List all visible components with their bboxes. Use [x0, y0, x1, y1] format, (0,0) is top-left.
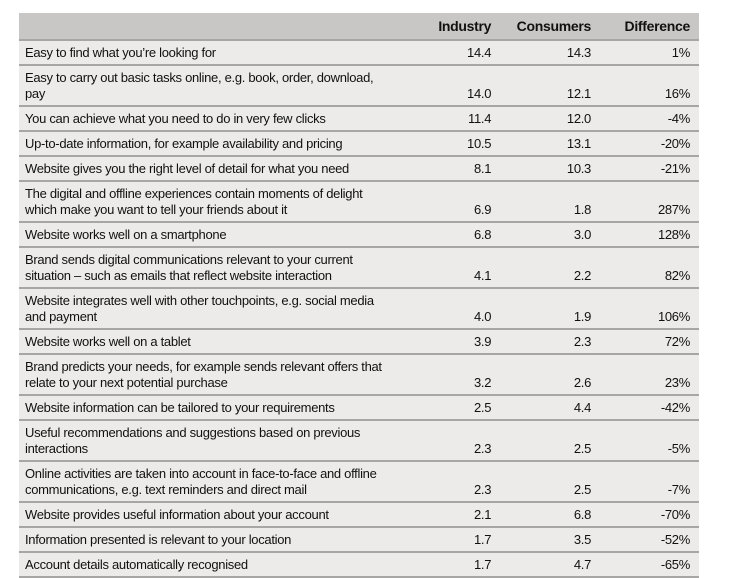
consumers-value: 1.9: [500, 287, 600, 329]
industry-value: 2.5: [404, 394, 501, 420]
difference-value: -65%: [600, 551, 699, 578]
industry-value: 6.9: [404, 180, 501, 222]
industry-value: 4.1: [404, 246, 501, 288]
difference-value: -20%: [600, 130, 699, 156]
consumers-value: 4.7: [500, 551, 600, 578]
header-difference: Difference: [600, 13, 699, 40]
table-row: Useful recommendations and suggestions b…: [19, 419, 699, 461]
row-label: Website information can be tailored to y…: [19, 394, 405, 420]
row-label: Website works well on a smartphone: [19, 221, 405, 247]
table-row: You can achieve what you need to do in v…: [19, 105, 699, 131]
difference-value: 1%: [600, 39, 699, 65]
difference-value: -21%: [600, 155, 699, 181]
table-row: Easy to carry out basic tasks online, e.…: [19, 64, 699, 106]
table-row: Website works well on a tablet 3.9 2.3 72%: [19, 328, 699, 354]
table-row: Information presented is relevant to you…: [19, 526, 699, 552]
difference-value: 287%: [600, 180, 699, 222]
row-label: Website integrates well with other touch…: [19, 287, 405, 329]
row-label: Online activities are taken into account…: [19, 460, 405, 502]
industry-value: 6.8: [404, 221, 501, 247]
difference-value: -5%: [600, 419, 699, 461]
difference-value: -70%: [600, 501, 699, 527]
row-label: Brand sends digital communications relev…: [19, 246, 405, 288]
row-label: The digital and offline experiences cont…: [19, 180, 405, 222]
industry-value: 11.4: [404, 105, 501, 131]
header-label: [19, 13, 405, 40]
table-row: Up-to-date information, for example avai…: [19, 130, 699, 156]
row-label: Account details automatically recognised: [19, 551, 405, 578]
difference-value: -4%: [600, 105, 699, 131]
consumers-value: 1.8: [500, 180, 600, 222]
row-label: Up-to-date information, for example avai…: [19, 130, 405, 156]
row-label: Easy to carry out basic tasks online, e.…: [19, 64, 405, 106]
consumers-value: 3.0: [500, 221, 600, 247]
industry-value: 3.2: [404, 353, 501, 395]
industry-value: 4.0: [404, 287, 501, 329]
difference-value: -42%: [600, 394, 699, 420]
difference-value: 72%: [600, 328, 699, 354]
table-row: Easy to find what you’re looking for 14.4…: [19, 39, 699, 65]
consumers-value: 14.3: [500, 39, 600, 65]
row-label: Easy to find what you’re looking for: [19, 39, 405, 65]
consumers-value: 2.5: [500, 460, 600, 502]
row-label: Brand predicts your needs, for example s…: [19, 353, 405, 395]
difference-value: 82%: [600, 246, 699, 288]
comparison-table: Industry Consumers Difference Easy to fi…: [19, 13, 699, 578]
row-label: Website gives you the right level of det…: [19, 155, 405, 181]
table-row: Website gives you the right level of det…: [19, 155, 699, 181]
row-label: Website works well on a tablet: [19, 328, 405, 354]
industry-value: 1.7: [404, 551, 501, 578]
industry-value: 3.9: [404, 328, 501, 354]
industry-value: 14.0: [404, 64, 501, 106]
consumers-value: 6.8: [500, 501, 600, 527]
industry-value: 2.3: [404, 460, 501, 502]
table-row: Brand predicts your needs, for example s…: [19, 353, 699, 395]
consumers-value: 4.4: [500, 394, 600, 420]
industry-value: 10.5: [404, 130, 501, 156]
consumers-value: 12.0: [500, 105, 600, 131]
header-row: Industry Consumers Difference: [19, 13, 699, 40]
table-row: Website information can be tailored to y…: [19, 394, 699, 420]
row-label: Useful recommendations and suggestions b…: [19, 419, 405, 461]
consumers-value: 13.1: [500, 130, 600, 156]
table-row: Website integrates well with other touch…: [19, 287, 699, 329]
table-row: The digital and offline experiences cont…: [19, 180, 699, 222]
difference-value: 23%: [600, 353, 699, 395]
row-label: You can achieve what you need to do in v…: [19, 105, 405, 131]
consumers-value: 10.3: [500, 155, 600, 181]
difference-value: 106%: [600, 287, 699, 329]
consumers-value: 12.1: [500, 64, 600, 106]
row-label: Website provides useful information abou…: [19, 501, 405, 527]
table-row: Account details automatically recognised…: [19, 551, 699, 578]
industry-value: 2.1: [404, 501, 501, 527]
industry-value: 8.1: [404, 155, 501, 181]
consumers-value: 2.6: [500, 353, 600, 395]
industry-value: 14.4: [404, 39, 501, 65]
consumers-value: 2.5: [500, 419, 600, 461]
table-row: Website provides useful information abou…: [19, 501, 699, 527]
table-row: Website works well on a smartphone 6.8 3.0…: [19, 221, 699, 247]
consumers-value: 2.3: [500, 328, 600, 354]
difference-value: -7%: [600, 460, 699, 502]
row-label: Information presented is relevant to you…: [19, 526, 405, 552]
consumers-value: 2.2: [500, 246, 600, 288]
industry-value: 2.3: [404, 419, 501, 461]
industry-value: 1.7: [404, 526, 501, 552]
difference-value: 128%: [600, 221, 699, 247]
header-industry: Industry: [404, 13, 501, 40]
difference-value: -52%: [600, 526, 699, 552]
header-consumers: Consumers: [500, 13, 600, 40]
difference-value: 16%: [600, 64, 699, 106]
table-row: Online activities are taken into account…: [19, 460, 699, 502]
table-row: Brand sends digital communications relev…: [19, 246, 699, 288]
consumers-value: 3.5: [500, 526, 600, 552]
